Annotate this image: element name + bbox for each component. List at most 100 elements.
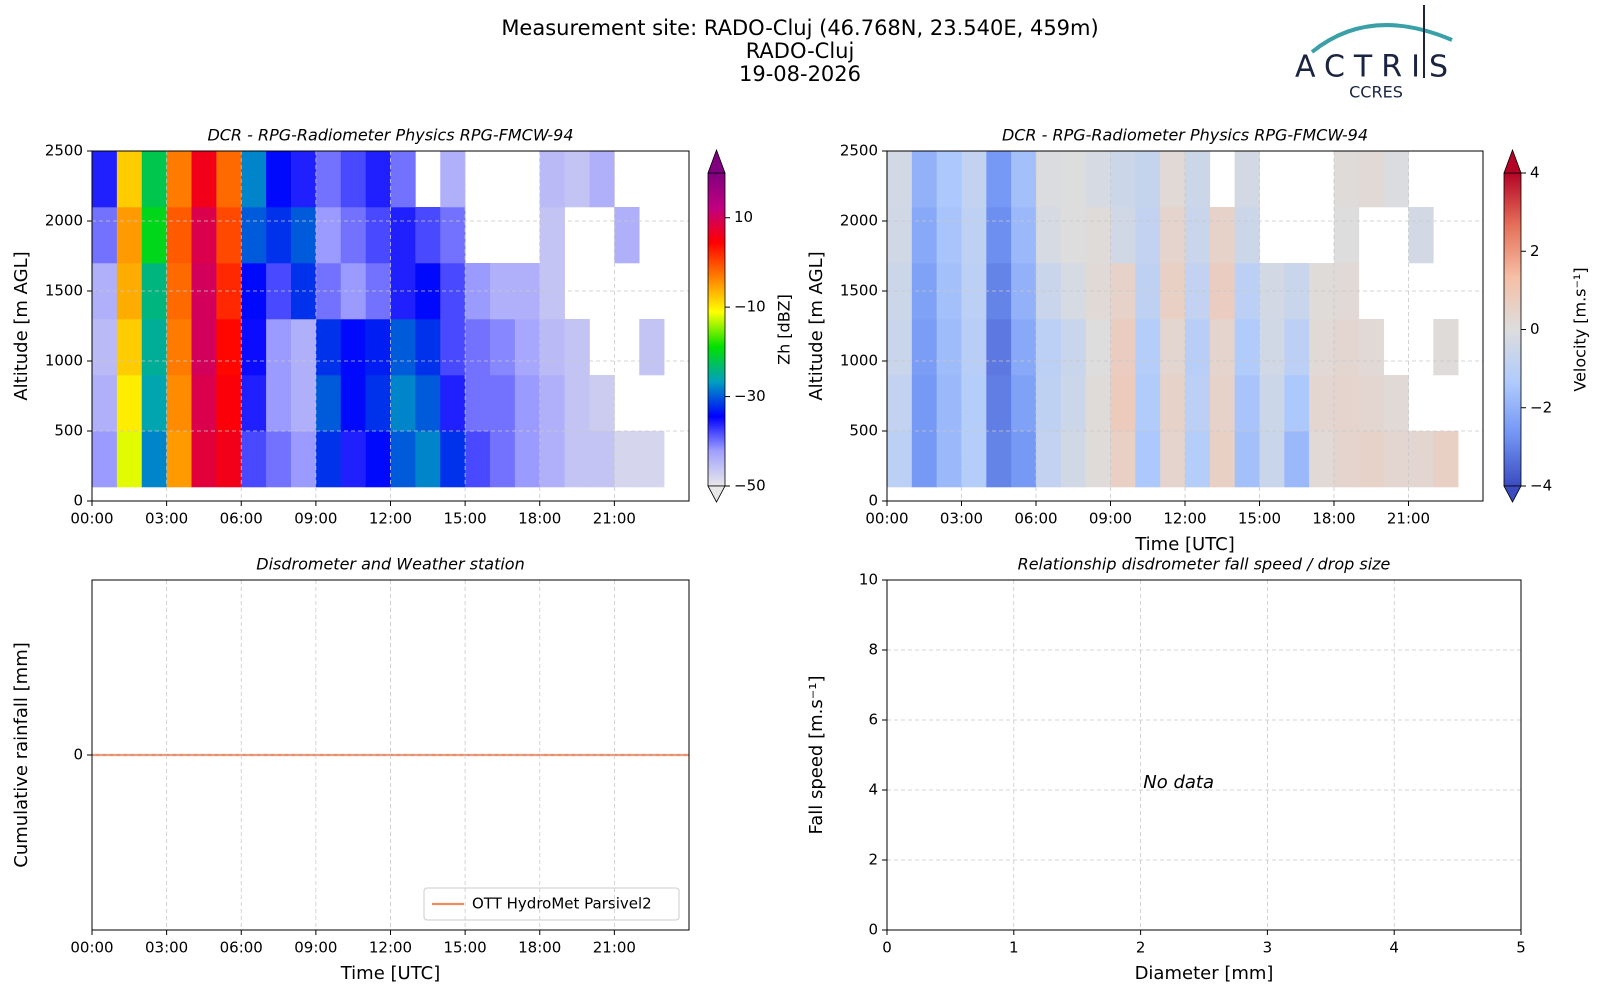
x-tick-label: 15:00 — [444, 939, 487, 957]
y-tick-label: 0 — [73, 746, 83, 764]
heat-cell — [1036, 319, 1062, 376]
heat-cell — [1085, 375, 1111, 432]
heat-cell — [887, 151, 913, 208]
x-tick-label: 06:00 — [1014, 510, 1057, 528]
y-tick-label: 8 — [868, 641, 878, 659]
heat-cell — [1433, 319, 1459, 376]
x-tick-label: 15:00 — [444, 510, 487, 528]
heat-cell — [1036, 431, 1062, 488]
heat-cell — [315, 263, 342, 320]
heat-cell — [1135, 151, 1161, 208]
x-tick-label: 03:00 — [940, 510, 983, 528]
heat-cell — [440, 375, 466, 432]
heat-cell — [539, 319, 565, 376]
x-tick-label: 09:00 — [294, 939, 337, 957]
heat-cell — [415, 319, 441, 376]
panel-title: DCR - RPG-Radiometer Physics RPG-FMCW-94 — [207, 126, 573, 145]
x-tick-label: 2 — [1136, 939, 1146, 957]
heat-cell — [911, 151, 937, 208]
heat-cell — [291, 375, 317, 432]
logo-arc — [1310, 23, 1453, 54]
heat-cell — [887, 375, 913, 432]
legend-box — [423, 887, 680, 921]
heat-cell — [440, 319, 466, 376]
x-axis-label: Time [UTC] — [340, 963, 441, 984]
heat-cell — [1135, 375, 1161, 432]
heat-cell — [1110, 151, 1136, 208]
heat-cell — [614, 431, 640, 488]
heat-cell — [1383, 431, 1409, 488]
heat-cell — [166, 207, 192, 264]
panel: Disdrometer and Weather station OTT Hydro… — [11, 555, 690, 984]
x-tick-label: 21:00 — [593, 510, 636, 528]
heat-cell — [589, 151, 615, 208]
x-tick-label: 21:00 — [593, 939, 636, 957]
plot-area — [887, 580, 1521, 930]
heat-cell — [1085, 151, 1111, 208]
heat-cell — [216, 431, 242, 488]
heat-cell — [1234, 151, 1260, 208]
heat-cell — [1209, 319, 1235, 376]
x-tick-label: 5 — [1516, 939, 1526, 957]
heat-cell — [116, 151, 143, 208]
heat-cell — [1358, 319, 1384, 376]
heat-cell — [1011, 319, 1037, 376]
heat-cell — [415, 431, 441, 488]
annotation: No data — [1143, 772, 1214, 793]
heat-cell — [1209, 375, 1235, 432]
axes-frame — [91, 579, 690, 931]
heat-cell — [1011, 151, 1037, 208]
logo: ACTRIS — [1295, 50, 1457, 85]
heat-cell — [116, 431, 143, 488]
heat-cell — [887, 319, 913, 376]
heat-cell — [141, 375, 167, 432]
y-tick-label: 2500 — [45, 142, 83, 160]
panel-title: Relationship disdrometer fall speed / dr… — [1018, 555, 1391, 574]
heat-cell — [465, 319, 491, 376]
heat-cell — [1334, 151, 1360, 208]
x-axis-label: Diameter [mm] — [1135, 963, 1274, 984]
y-axis-label: Cumulative rainfall [mm] — [11, 642, 32, 868]
heat-cell — [1309, 319, 1335, 376]
heat-cell — [141, 319, 167, 376]
heat-cell — [191, 151, 217, 208]
heat-cell — [1358, 375, 1384, 432]
heat-cell — [291, 431, 317, 488]
heat-cell — [539, 431, 565, 488]
heat-cell — [1060, 151, 1086, 208]
heat-cell — [191, 319, 217, 376]
x-tick-label: 06:00 — [220, 510, 263, 528]
heat-cell — [1135, 431, 1161, 488]
axes-frame — [886, 579, 1522, 931]
y-tick-label: 1000 — [45, 352, 83, 370]
colorbar-tick-label: −2 — [1530, 398, 1552, 416]
y-tick-label: 6 — [868, 711, 878, 729]
heat-cell — [1160, 375, 1186, 432]
heat-cell — [365, 207, 391, 264]
heat-cell — [365, 319, 391, 376]
y-tick-label: 2000 — [840, 212, 878, 230]
heat-cell — [92, 375, 118, 432]
heat-cell — [241, 431, 267, 488]
y-tick-label: 0 — [868, 921, 878, 939]
x-tick-label: 03:00 — [145, 939, 188, 957]
heat-cell — [887, 207, 913, 264]
heat-cell — [241, 151, 267, 208]
heat-cell — [365, 151, 391, 208]
heat-cell — [415, 207, 441, 264]
header-line: 19-08-2026 — [739, 62, 861, 86]
axes-frame — [886, 150, 1484, 502]
heat-cell — [936, 319, 962, 376]
heat-cell — [887, 263, 913, 320]
x-tick-label: 3 — [1263, 939, 1273, 957]
heat-cell — [191, 207, 217, 264]
heat-cell — [191, 431, 217, 488]
heat-cell — [340, 151, 366, 208]
heat-cell — [390, 207, 416, 264]
heat-cell — [639, 319, 665, 376]
y-axis-label: Fall speed [m.s⁻¹] — [806, 676, 827, 835]
heat-cell — [340, 431, 366, 488]
heat-cell — [936, 151, 962, 208]
heat-cell — [1110, 207, 1136, 264]
heat-cell — [390, 319, 416, 376]
